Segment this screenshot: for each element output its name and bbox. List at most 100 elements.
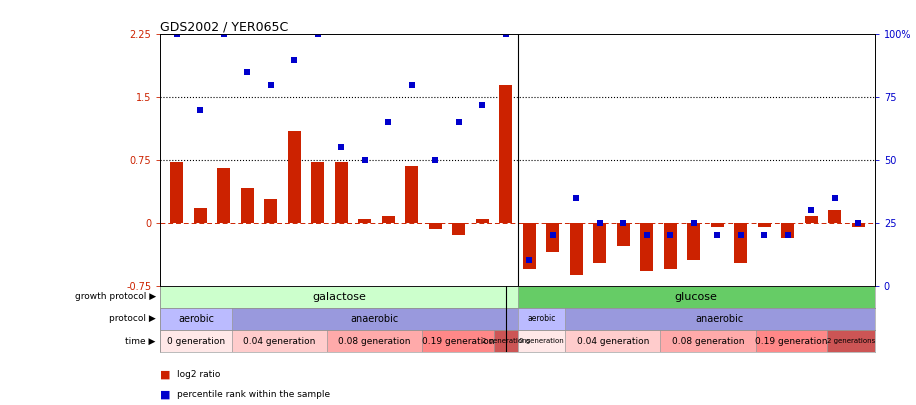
Point [686,220,701,226]
Bar [422,330,494,352]
Bar [616,223,630,246]
Bar [758,223,770,227]
Text: protocol ▶: protocol ▶ [109,314,156,324]
Bar [499,85,512,223]
Point [639,232,654,239]
Bar [711,223,724,227]
Text: aerobic: aerobic [528,314,555,324]
Text: 0.08 generation: 0.08 generation [338,337,411,346]
Bar [335,162,348,223]
Bar [241,188,254,223]
Bar [170,162,183,223]
Point [357,157,372,163]
Point [264,81,278,88]
Text: 2 generations: 2 generations [827,338,875,344]
Point [827,194,842,201]
Bar [660,330,756,352]
Point [734,232,748,239]
Point [216,31,231,38]
Bar [311,162,324,223]
Point [405,81,420,88]
Bar [827,330,875,352]
Text: log2 ratio: log2 ratio [177,370,220,379]
Text: ■: ■ [160,390,170,400]
Bar [852,223,865,227]
Bar [565,308,875,330]
Bar [288,131,300,223]
Bar [217,168,230,223]
Point [428,157,442,163]
Bar [327,330,422,352]
Bar [453,223,465,235]
Text: growth protocol ▶: growth protocol ▶ [74,292,156,301]
Point [780,232,795,239]
Text: anaerobic: anaerobic [696,314,744,324]
Point [569,194,583,201]
Point [593,220,607,226]
Point [804,207,819,213]
Bar [232,330,327,352]
Bar [382,216,395,223]
Point [851,220,866,226]
Text: 0.04 generation: 0.04 generation [243,337,316,346]
Text: 0 generation: 0 generation [167,337,225,346]
Text: anaerobic: anaerobic [351,314,398,324]
Bar [405,166,419,223]
Text: 0.19 generation: 0.19 generation [421,337,495,346]
Text: ■: ■ [160,370,170,379]
Text: percentile rank within the sample: percentile rank within the sample [177,390,330,399]
Bar [523,223,536,269]
Bar [194,208,207,223]
Bar [781,223,794,238]
Bar [265,199,278,223]
Point [522,257,537,264]
Bar [570,223,583,275]
Bar [828,210,841,223]
Text: 0 generation: 0 generation [519,338,563,344]
Bar [518,308,565,330]
Bar [735,223,747,263]
Point [240,69,255,75]
Point [710,232,725,239]
Bar [429,223,442,230]
Point [169,31,184,38]
Bar [687,223,700,260]
Text: 0.19 generation: 0.19 generation [755,337,828,346]
Point [616,220,630,226]
Point [757,232,771,239]
Bar [232,308,518,330]
Point [545,232,560,239]
Bar [805,216,818,223]
Point [381,119,396,126]
Bar [518,330,565,352]
Text: aerobic: aerobic [178,314,214,324]
Bar [160,286,518,308]
Point [663,232,678,239]
Text: 2 generations: 2 generations [482,338,529,344]
Bar [664,223,677,269]
Text: time ▶: time ▶ [125,337,156,346]
Text: galactose: galactose [312,292,365,302]
Bar [640,223,653,271]
Text: 0.08 generation: 0.08 generation [671,337,745,346]
Point [475,102,490,108]
Bar [756,330,827,352]
Bar [594,223,606,263]
Point [334,144,349,151]
Bar [358,219,371,223]
Bar [565,330,660,352]
Bar [475,219,489,223]
Point [498,31,513,38]
Bar [160,330,232,352]
Bar [494,330,518,352]
Text: 0.04 generation: 0.04 generation [576,337,649,346]
Bar [546,223,560,252]
Point [452,119,466,126]
Point [287,56,301,63]
Text: glucose: glucose [675,292,717,302]
Bar [518,286,875,308]
Point [311,31,325,38]
Bar [160,308,232,330]
Point [193,107,208,113]
Text: GDS2002 / YER065C: GDS2002 / YER065C [160,20,289,33]
